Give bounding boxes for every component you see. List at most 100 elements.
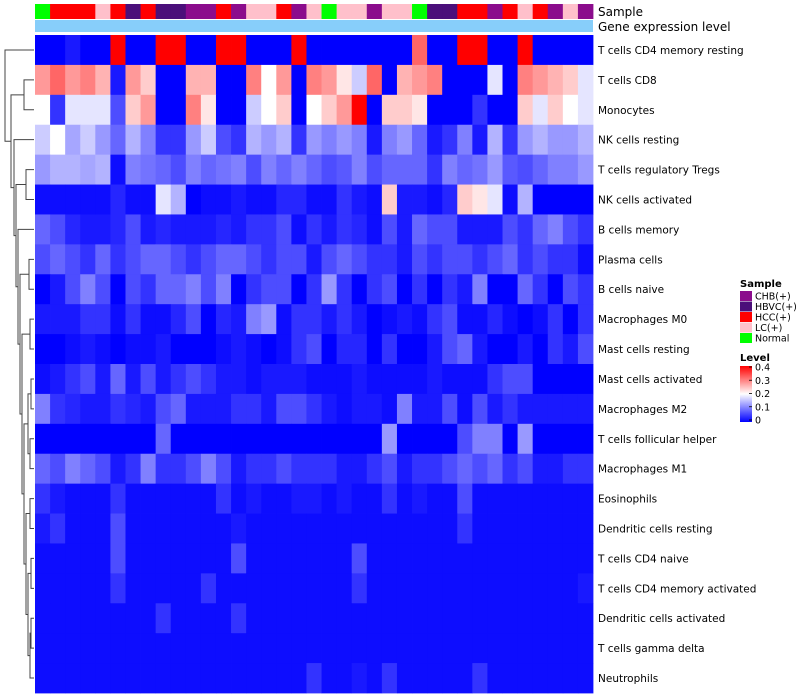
dendrogram-branch <box>21 333 30 495</box>
heatmap-cell <box>110 334 126 365</box>
heatmap-cell <box>200 304 217 335</box>
heatmap-cell <box>472 543 488 574</box>
heatmap-cell <box>502 364 518 395</box>
heatmap-cell <box>155 124 172 156</box>
heatmap-cell <box>261 154 277 185</box>
heatmap-cell <box>80 64 96 96</box>
heatmap-cell <box>412 393 428 425</box>
heatmap-cell <box>231 94 247 126</box>
heatmap-cell <box>306 274 322 305</box>
heatmap-cell <box>351 603 368 634</box>
heatmap-cell <box>125 633 141 664</box>
heatmap-cell <box>306 423 322 455</box>
dendrogram-branch <box>28 258 34 290</box>
heatmap-cell <box>170 453 187 485</box>
heatmap-cell <box>457 573 473 604</box>
heatmap-cell <box>577 35 594 66</box>
heatmap-cell <box>321 663 338 694</box>
heatmap-cell <box>366 94 383 126</box>
heatmap-cell <box>276 483 292 514</box>
heatmap-cell <box>65 603 81 634</box>
row-label: Neutrophils <box>598 673 658 685</box>
heatmap-cell <box>532 184 549 215</box>
heatmap-cell <box>110 184 126 215</box>
heatmap-cell <box>125 64 141 96</box>
heatmap-cell <box>562 94 579 126</box>
heatmap-cell <box>442 124 458 156</box>
heatmap-cell <box>532 214 549 245</box>
heatmap-cell <box>261 573 277 604</box>
heatmap-cell <box>80 603 96 634</box>
heatmap-cell <box>246 663 262 694</box>
heatmap-cell <box>50 334 66 365</box>
heatmap-cell <box>457 513 473 544</box>
heatmap-cell <box>215 423 232 455</box>
heatmap-cell <box>396 483 413 514</box>
heatmap-cell <box>396 663 413 694</box>
heatmap-cell <box>412 154 428 185</box>
heatmap-cell <box>200 274 217 305</box>
heatmap-cell <box>351 483 368 514</box>
heatmap-cell <box>65 244 81 275</box>
heatmap-cell <box>366 453 383 485</box>
heatmap-cell <box>110 633 126 664</box>
heatmap-cell <box>381 214 398 245</box>
heatmap-cell <box>472 214 488 245</box>
heatmap-cell <box>110 35 126 66</box>
heatmap-cell <box>80 663 96 694</box>
heatmap-cell <box>276 633 292 664</box>
heatmap-cell <box>140 244 157 275</box>
heatmap-cell <box>80 94 96 126</box>
heatmap-cell <box>366 543 383 574</box>
heatmap-cell <box>381 35 398 66</box>
heatmap-cell <box>125 393 141 425</box>
level-tick-label: 0 <box>755 416 761 427</box>
heatmap-cell <box>140 633 157 664</box>
heatmap-cell <box>321 633 338 664</box>
heatmap-cell <box>502 184 518 215</box>
heatmap-cell <box>306 633 322 664</box>
heatmap-cell <box>366 184 383 215</box>
heatmap-cell <box>231 453 247 485</box>
heatmap-cell <box>276 184 292 215</box>
heatmap-cell <box>80 513 96 544</box>
heatmap-cell <box>155 633 172 664</box>
heatmap-cell <box>35 483 51 514</box>
heatmap-cell <box>321 513 338 544</box>
heatmap-cell <box>442 154 458 185</box>
heatmap-cell <box>125 513 141 544</box>
heatmap-cell <box>442 513 458 544</box>
heatmap-cell <box>276 334 292 365</box>
heatmap-cell <box>35 543 51 574</box>
heatmap-cell <box>577 573 594 604</box>
heatmap-cell <box>351 663 368 694</box>
heatmap-cell <box>457 663 473 694</box>
heatmap-cell <box>306 244 322 275</box>
heatmap-cell <box>366 154 383 185</box>
heatmap-cell <box>276 603 292 634</box>
heatmap-cell <box>412 633 428 664</box>
heatmap-cell <box>231 274 247 305</box>
heatmap-cell <box>65 154 81 185</box>
heatmap-cell <box>140 184 157 215</box>
heatmap-cell <box>125 453 141 485</box>
heatmap-cell <box>396 35 413 66</box>
heatmap-cell <box>427 334 443 365</box>
heatmap-cell <box>487 274 503 305</box>
gene-expression-annotation-label: Gene expression level <box>598 20 731 34</box>
heatmap-cell <box>472 274 488 305</box>
heatmap-cell <box>577 154 594 185</box>
heatmap-cell <box>517 543 534 574</box>
heatmap-cell <box>351 274 368 305</box>
heatmap-cell <box>532 483 549 514</box>
dendrogram-branch <box>19 273 29 415</box>
heatmap-cell <box>215 334 232 365</box>
heatmap-cell <box>306 154 322 185</box>
heatmap-cell <box>412 483 428 514</box>
heatmap-cell <box>517 603 534 634</box>
heatmap-cell <box>50 94 66 126</box>
heatmap-cell <box>231 35 247 66</box>
row-label: T cells CD4 naive <box>597 553 689 565</box>
heatmap-cell <box>502 334 518 365</box>
heatmap-cell <box>231 633 247 664</box>
